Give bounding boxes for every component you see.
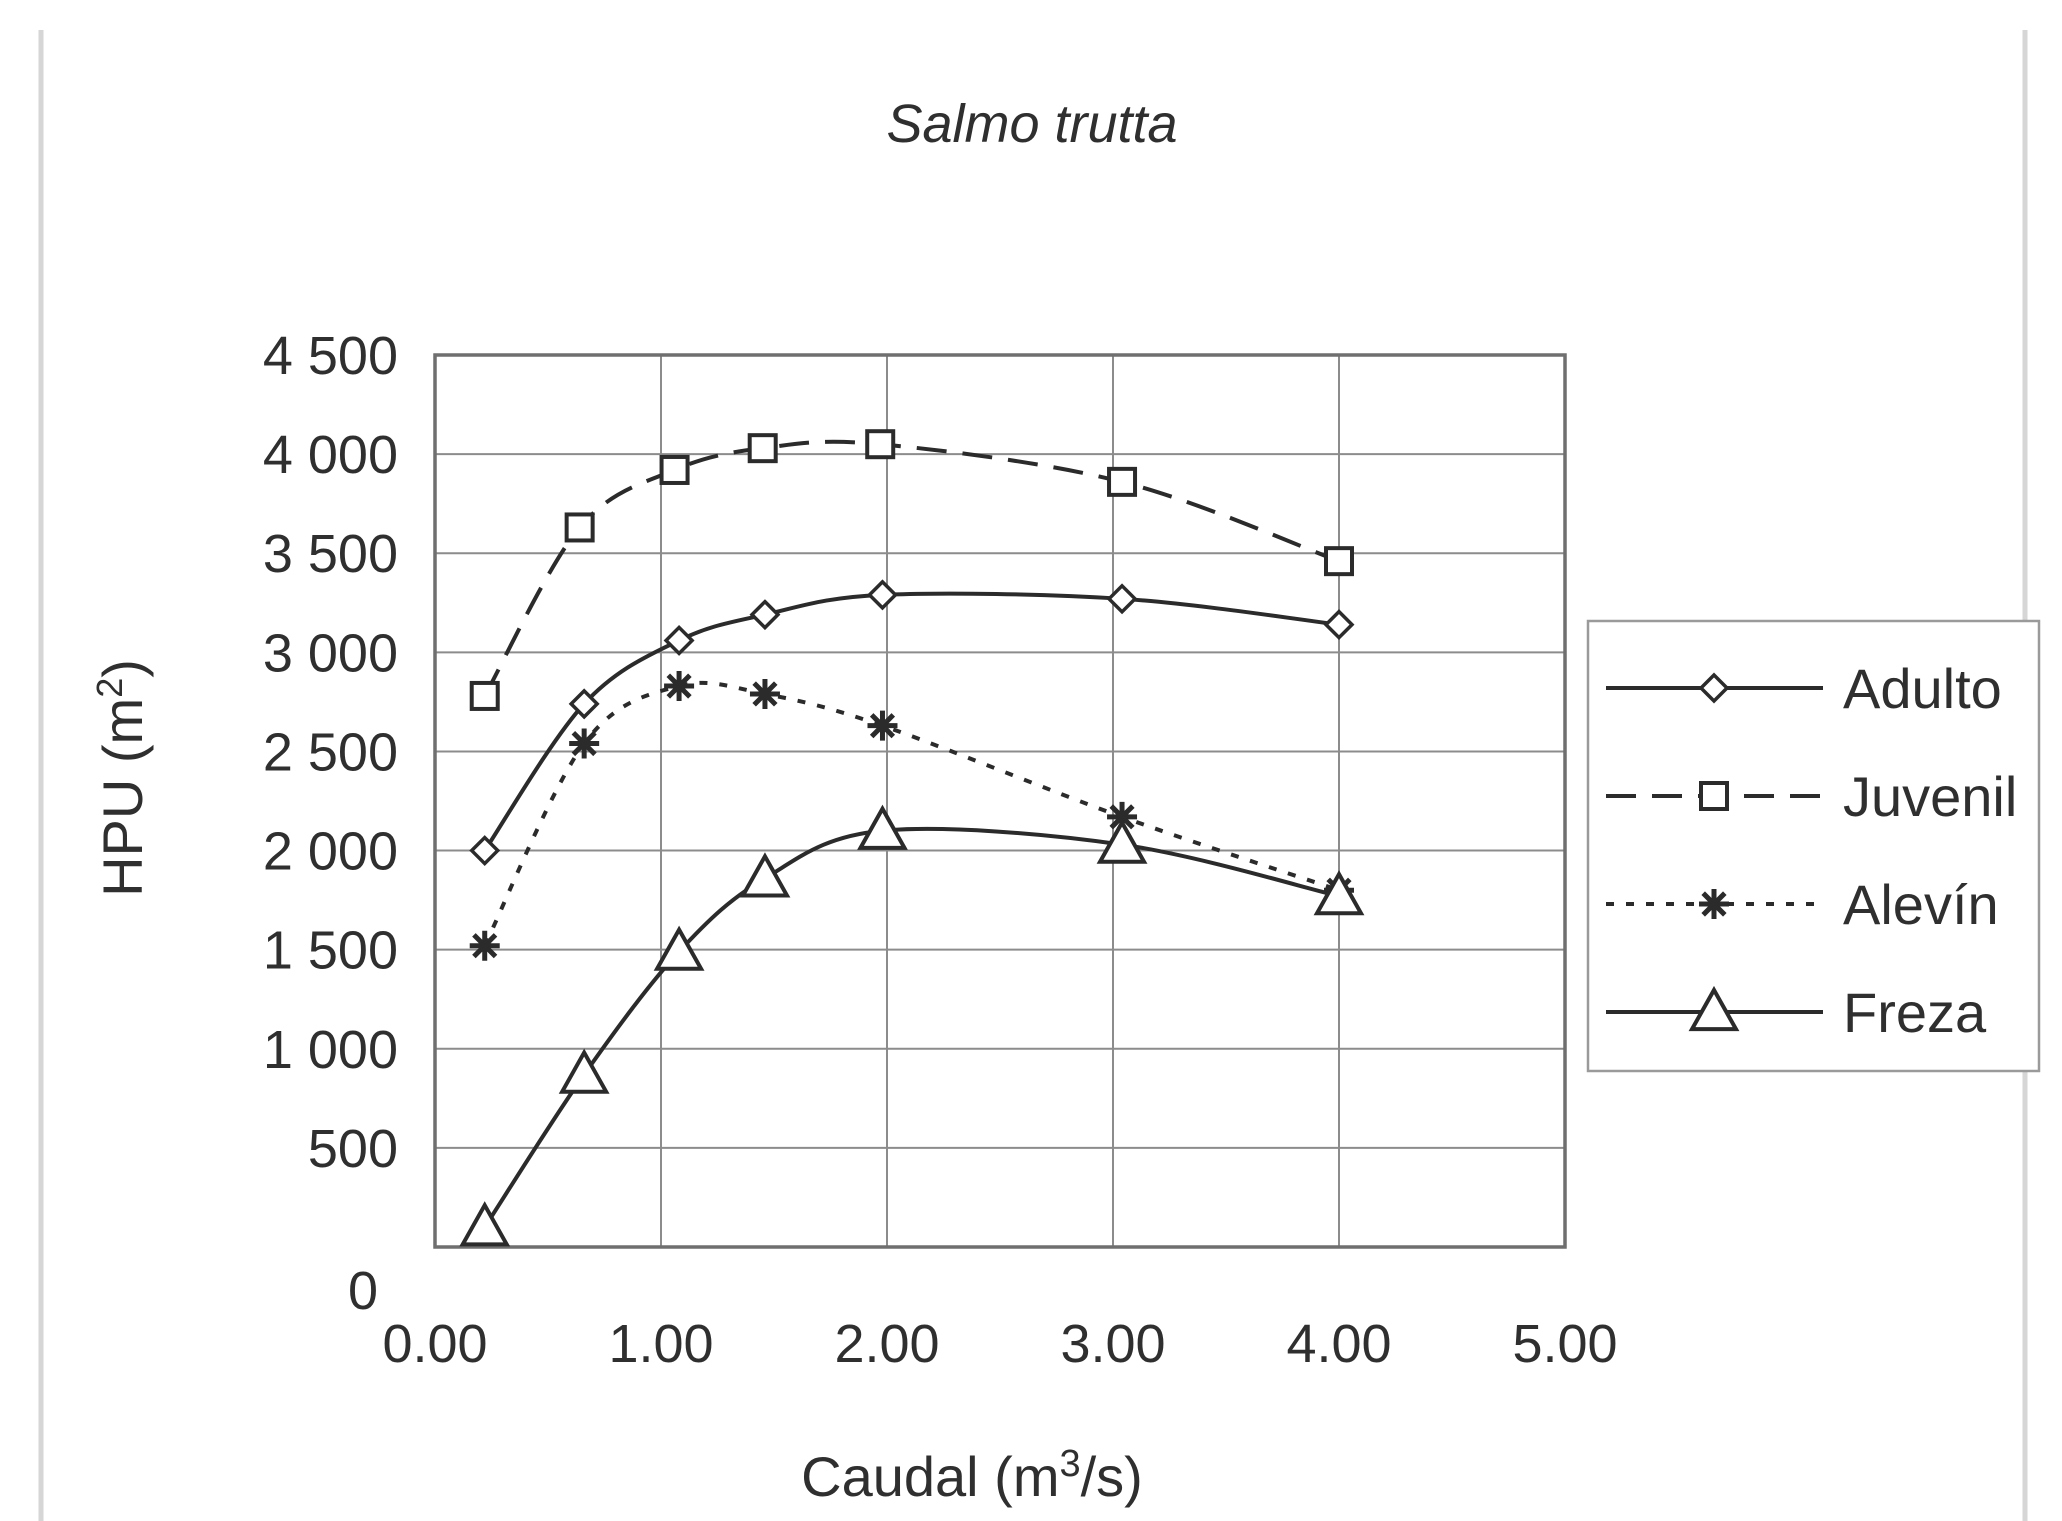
- data-point-adulto: [469, 835, 501, 867]
- data-point-adulto: [663, 624, 695, 656]
- data-point-juvenil: [659, 454, 690, 485]
- x-tick-labels: 0.00 1.00 2.00 3.00 4.00 5.00: [382, 1314, 1617, 1374]
- data-point-adulto: [1106, 583, 1138, 615]
- data-point-adulto: [1323, 609, 1355, 641]
- x-axis-title: Caudal (m3/s): [801, 1443, 1143, 1508]
- legend-label-freza: Freza: [1843, 981, 1987, 1044]
- series-line-adulto: [483, 591, 1340, 852]
- data-point-juvenil: [564, 512, 595, 543]
- data-point-freza: [739, 852, 791, 898]
- legend: Adulto Juvenil Alevín Freza: [1586, 619, 2041, 1073]
- legend-marker-adulto: [1698, 672, 1730, 704]
- y-tick-label: 4 000: [263, 425, 398, 485]
- data-point-alevin: [664, 671, 695, 702]
- plot-area-frame: [433, 353, 1567, 1249]
- x-axis-label-tail: /s): [1081, 1445, 1143, 1508]
- y-axis-label-close: ): [91, 659, 154, 678]
- legend-label-adulto: Adulto: [1843, 657, 2002, 720]
- x-tick-label: 0.00: [382, 1314, 487, 1374]
- series-line-juvenil: [482, 439, 1340, 697]
- y-tick-label: 3 000: [263, 623, 398, 683]
- axes: [433, 353, 1567, 1249]
- data-point-alevin: [749, 678, 780, 709]
- data-point-freza: [558, 1048, 610, 1094]
- y-tick-label: 3 500: [263, 524, 398, 584]
- data-point-freza: [459, 1201, 511, 1247]
- y-tick-label: 500: [308, 1119, 398, 1179]
- data-point-adulto: [749, 599, 781, 631]
- data-point-freza: [857, 804, 908, 850]
- series-markers: [459, 429, 1365, 1247]
- legend-marker-alevin: [1699, 889, 1729, 919]
- grid: [435, 354, 1566, 1247]
- series-lines: [482, 439, 1340, 1229]
- data-point-juvenil: [747, 433, 778, 464]
- data-point-alevin: [867, 710, 898, 741]
- data-point-alevin: [469, 930, 500, 961]
- y-tick-label: 2 000: [263, 822, 398, 882]
- y-tick-label: 0: [348, 1261, 378, 1321]
- data-point-adulto: [568, 688, 600, 720]
- data-point-alevin: [569, 728, 600, 759]
- data-point-juvenil: [469, 680, 500, 711]
- y-axis-label-text: HPU (m2): [89, 659, 154, 897]
- y-axis-title: HPU (m2): [89, 659, 154, 897]
- x-tick-label: 2.00: [834, 1314, 939, 1374]
- x-tick-label: 1.00: [608, 1314, 713, 1374]
- data-point-freza: [1096, 818, 1148, 864]
- y-tick-label: 1 500: [263, 921, 398, 981]
- data-point-freza: [653, 925, 705, 971]
- series-line-freza: [483, 826, 1340, 1229]
- legend-label-juvenil: Juvenil: [1843, 765, 2017, 828]
- data-point-juvenil: [1324, 546, 1354, 577]
- chart-title: Salmo trutta: [886, 94, 1177, 154]
- data-point-juvenil: [865, 429, 896, 460]
- y-tick-label: 2 500: [263, 722, 398, 782]
- x-tick-label: 5.00: [1512, 1314, 1617, 1374]
- x-tick-label: 3.00: [1060, 1314, 1165, 1374]
- data-point-alevin: [1107, 801, 1138, 832]
- data-point-adulto: [867, 579, 898, 611]
- y-tick-labels: 0 500 1 000 1 500 2 000 2 500 3 000 3 500 4 000 4…: [263, 326, 398, 1321]
- legend-label-alevin: Alevín: [1843, 873, 1999, 936]
- y-tick-label: 4 500: [263, 326, 398, 386]
- data-point-freza: [1313, 870, 1365, 916]
- x-tick-label: 4.00: [1286, 1314, 1391, 1374]
- x-axis-label-superscript: 3: [1059, 1443, 1080, 1485]
- legend-marker-freza: [1688, 985, 1740, 1032]
- series-line-alevin: [482, 680, 1340, 947]
- legend-marker-juvenil: [1699, 781, 1729, 811]
- legend-box: [1586, 619, 2041, 1073]
- data-point-juvenil: [1107, 466, 1138, 497]
- y-tick-label: 1 000: [263, 1020, 398, 1080]
- y-axis-label-superscript: 2: [89, 678, 130, 698]
